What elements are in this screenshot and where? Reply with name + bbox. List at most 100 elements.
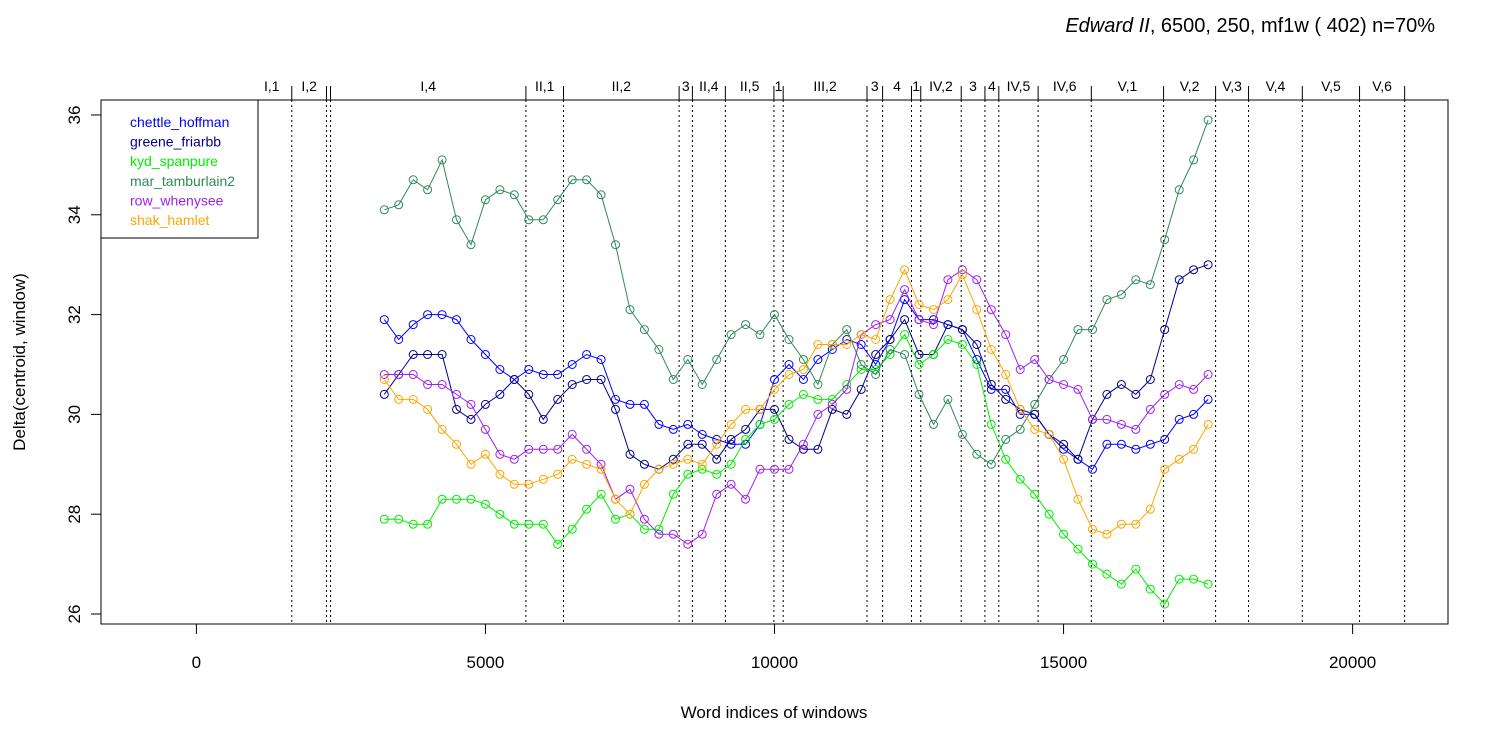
x-axis: 0 5000 10000 15000 20000 [192,623,1376,672]
data-point [452,215,461,225]
data-point [755,330,765,340]
data-point [1160,389,1170,399]
data-point [986,305,996,315]
data-point [871,335,881,344]
data-point [784,335,794,344]
data-point [943,275,953,285]
data-point [972,449,982,459]
data-point [885,295,895,305]
data-point [639,514,649,524]
series-line [384,333,1209,605]
data-point [1203,394,1213,404]
data-point [1174,185,1184,195]
data-point [654,345,664,354]
data-point [567,360,577,369]
data-point [668,424,678,434]
scene-label: IV,5 [1007,78,1031,94]
data-point [1116,419,1126,429]
data-point [842,325,852,335]
data-point [900,315,910,325]
data-point [394,514,404,524]
data-point [712,355,722,364]
data-point [827,394,837,404]
data-point [582,175,592,185]
data-point [770,375,779,384]
data-point [538,215,548,225]
data-point [639,399,649,409]
data-point [379,389,389,399]
data-point [495,365,505,374]
scene-label: II,4 [699,78,719,94]
data-point [900,285,910,295]
y-axis-label: Delta(centroid, window) [10,273,29,451]
data-point [567,380,577,389]
x-axis-label: Word indices of windows [681,703,868,722]
scene-label: 3 [682,78,690,94]
data-point [524,215,534,225]
data-point [1203,260,1213,270]
data-point [770,384,779,394]
data-point [914,360,924,369]
data-point [379,315,389,325]
data-point [856,365,866,374]
legend-entry: kyd_spanpure [130,153,218,169]
data-point [394,370,404,379]
data-point [813,355,823,364]
data-point [394,394,404,404]
series-line [384,119,1209,466]
legend-box [100,99,259,239]
data-point [582,504,592,514]
data-point [1102,295,1112,305]
y-tick-label: 34 [65,205,84,224]
data-point [509,479,519,489]
data-point [1189,409,1199,419]
data-point [1131,564,1141,574]
data-point [914,300,924,310]
data-point [437,380,447,389]
data-point [495,389,505,399]
data-point [408,519,418,529]
y-tick-label: 36 [65,106,84,125]
data-point [1088,559,1097,569]
data-point [1145,404,1155,414]
data-point [1015,474,1025,484]
data-point [1001,454,1011,464]
data-point [770,414,779,424]
data-point [654,529,664,539]
data-point [423,350,433,359]
data-point [885,335,895,344]
chart-title: Edward II, 6500, 250, mf1w ( 402) n=70% [1065,15,1435,37]
data-point [943,295,953,305]
data-point [871,320,881,330]
data-point [1059,529,1069,539]
data-point [1131,389,1141,399]
data-point [668,489,678,499]
series-line [383,268,1209,535]
data-point [798,389,808,399]
data-point [827,340,837,349]
data-point [582,444,592,454]
data-point [553,370,563,379]
data-point [856,360,866,369]
data-point [770,464,779,474]
data-point [538,444,548,454]
data-point [1001,330,1011,340]
data-point [625,449,635,459]
plot-frame [100,99,1449,625]
data-point [452,439,461,449]
data-point [697,464,707,474]
data-point [466,494,476,504]
data-point [1001,370,1011,379]
data-point [611,240,620,250]
data-point [452,494,461,504]
data-point [452,404,461,414]
data-point [1174,454,1184,464]
data-point [697,429,707,439]
data-point [1059,355,1069,364]
data-point [1073,544,1083,554]
series-row_whenysee [379,265,1213,549]
data-point [553,469,563,479]
series-line [384,269,1209,545]
data-point [871,370,881,379]
